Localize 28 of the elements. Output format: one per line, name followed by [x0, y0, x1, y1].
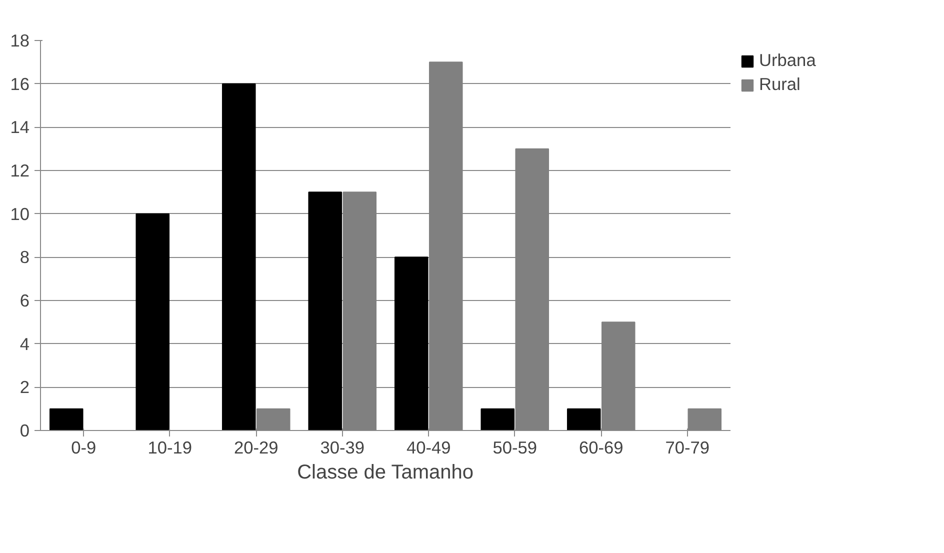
y-tick-label: 6: [20, 290, 30, 310]
y-tick-label: 0: [20, 420, 30, 440]
y-tick-label: 18: [10, 30, 30, 50]
y-tick-label: 12: [10, 160, 30, 180]
bar: [308, 192, 342, 430]
y-tick-label: 10: [10, 204, 30, 224]
y-tick-label: 2: [20, 377, 30, 398]
bar: [222, 83, 256, 430]
legend-label: Urbana: [759, 50, 816, 71]
x-tick-label: 70-79: [665, 438, 710, 458]
legend-label: Rural: [759, 74, 800, 95]
x-tick-label: 20-29: [234, 438, 278, 458]
bar: [49, 408, 84, 430]
bar: [136, 213, 170, 430]
x-tick-label: 60-69: [578, 438, 624, 458]
x-tick-label: 50-59: [492, 438, 538, 458]
x-tick-label: 30-39: [320, 438, 365, 458]
bar: [394, 256, 428, 430]
y-tick-label: 14: [10, 117, 30, 138]
x-axis-title: Classe de Tamanho: [297, 462, 474, 484]
x-tick-label: 10-19: [148, 438, 192, 458]
bar: [480, 408, 515, 430]
y-tick-label: 8: [20, 247, 30, 268]
y-tick-label: 4: [20, 334, 30, 354]
x-tick-label: 40-49: [406, 438, 451, 458]
x-tick-label: 0-9: [71, 438, 96, 458]
bar: [566, 408, 601, 430]
y-tick-label: 16: [10, 74, 30, 94]
